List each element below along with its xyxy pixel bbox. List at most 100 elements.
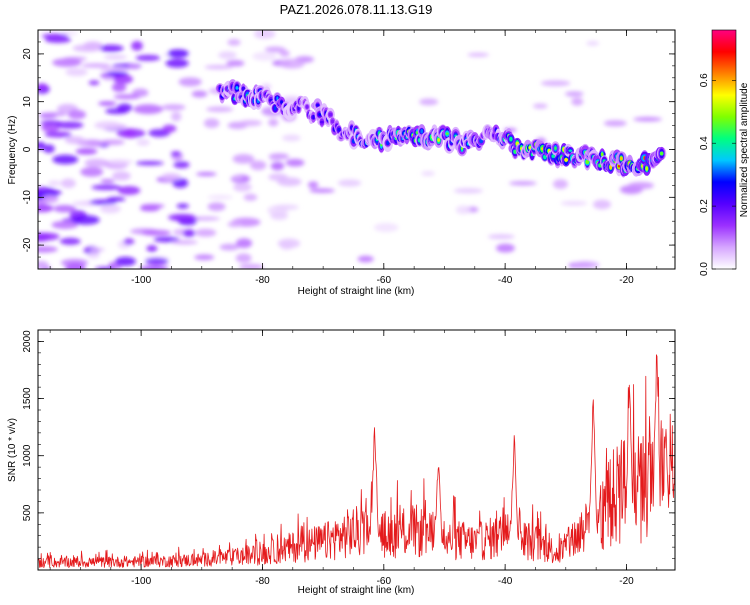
heatmap-noise-blob	[103, 54, 128, 60]
heatmap-noise-blob	[235, 238, 253, 249]
x-tick-label: -40	[498, 576, 513, 587]
heatmap-noise-blob	[89, 247, 105, 252]
heatmap-noise-blob	[571, 97, 584, 106]
heatmap-noise-blob	[194, 254, 215, 261]
y-tick-label: 10	[22, 96, 33, 108]
snr-y-axis-label: SNR (10 * v/v)	[7, 418, 18, 482]
heatmap-noise-blob	[592, 199, 611, 210]
colorbar-gradient	[712, 30, 736, 269]
heatmap-noise-blob	[105, 71, 129, 77]
heatmap-noise-blob	[153, 236, 180, 243]
heatmap-noise-blob	[233, 182, 252, 192]
heatmap-noise-blob	[144, 257, 169, 265]
heatmap-noise-blob	[111, 171, 131, 181]
heatmap-noise-blob	[633, 116, 663, 122]
heatmap-noise-blob	[239, 263, 264, 269]
heatmap-ridge-cell	[617, 164, 621, 168]
spectrogram-heatmap	[38, 30, 667, 269]
heatmap-noise-blob	[100, 66, 129, 73]
x-tick-label: -40	[498, 275, 513, 286]
heatmap-ridge-cell	[328, 112, 333, 117]
heatmap-noise-blob	[496, 243, 515, 253]
heatmap-noise-blob	[219, 243, 240, 251]
heatmap-ridge-layer	[215, 79, 667, 178]
heatmap-noise-blob	[170, 151, 182, 157]
snr-frame	[37, 329, 676, 571]
heatmap-noise-blob	[279, 58, 305, 69]
x-tick-label: -20	[619, 275, 634, 286]
heatmap-noise-blob	[127, 63, 141, 70]
heatmap-noise-blob	[277, 177, 302, 187]
heatmap-noise-blob	[243, 193, 258, 201]
heatmap-noise-blob	[52, 154, 79, 165]
heatmap-noise-blob	[67, 109, 87, 120]
heatmap-ridge-cell	[659, 151, 664, 156]
heatmap-noise-blob	[252, 51, 277, 61]
heatmap-noise-blob	[53, 205, 77, 213]
heatmap-noise-blob	[56, 121, 84, 129]
heatmap-noise-blob	[113, 74, 134, 84]
heatmap-noise-blob	[102, 76, 115, 81]
heatmap-noise-blob	[161, 104, 186, 111]
heatmap-noise-blob	[204, 65, 233, 70]
heatmap-noise-blob	[560, 200, 588, 206]
heatmap-noise-blob	[572, 261, 600, 269]
heatmap-ridge-cell	[568, 149, 573, 152]
heatmap-noise-blob	[307, 181, 319, 189]
heatmap-noise-blob	[273, 204, 299, 211]
heatmap-noise-blob	[48, 180, 61, 187]
heatmap-ridge-cell	[551, 154, 556, 158]
heatmap-noise-blob	[279, 50, 290, 57]
heatmap-noise-blob	[88, 80, 100, 86]
heatmap-noise-blob	[135, 160, 164, 166]
heatmap-noise-blob	[227, 38, 241, 46]
colorbar-tick-label: 0.4	[699, 136, 710, 150]
x-tick-label: -20	[619, 576, 634, 587]
heatmap-noise-blob	[115, 256, 136, 267]
heatmap-noise-blob	[533, 103, 548, 109]
heatmap-noise-blob	[65, 263, 86, 269]
heatmap-noise-blob	[117, 186, 141, 195]
heatmap-noise-blob	[99, 204, 121, 214]
heatmap-noise-blob	[277, 238, 301, 249]
heatmap-noise-blob	[218, 51, 237, 60]
y-tick-label: 500	[22, 504, 33, 521]
heatmap-noise-blob	[226, 59, 245, 67]
heatmap-noise-blob	[250, 160, 267, 171]
heatmap-noise-blob	[38, 260, 49, 269]
heatmap-noise-blob	[264, 46, 286, 53]
spectrogram-x-axis-label: Height of straight line (km)	[298, 286, 415, 297]
colorbar-frame	[711, 29, 737, 270]
heatmap-ridge-cell	[600, 152, 604, 157]
heatmap-noise-blob	[167, 213, 197, 222]
heatmap-ridge-cell	[386, 140, 390, 146]
heatmap-noise-blob	[91, 184, 122, 191]
heatmap-ridge-cell	[319, 120, 324, 124]
x-tick-label: -100	[131, 275, 151, 286]
heatmap-ridge-cell	[509, 136, 513, 142]
heatmap-noise-blob	[253, 30, 276, 39]
heatmap-noise-blob	[206, 106, 234, 113]
spectrogram-y-axis-label: Frequency (Hz)	[7, 116, 18, 185]
heatmap-noise-blob	[628, 181, 654, 190]
x-tick-label: -80	[255, 275, 270, 286]
x-tick-label: -100	[131, 576, 151, 587]
heatmap-noise-blob	[453, 188, 483, 194]
heatmap-ridge-cell	[420, 128, 424, 134]
heatmap-noise-blob	[282, 134, 301, 142]
heatmap-noise-blob	[564, 91, 584, 97]
y-tick-label: 1000	[22, 444, 33, 467]
heatmap-ridge-cell	[645, 166, 649, 171]
heatmap-noise-blob	[270, 211, 289, 220]
heatmap-noise-blob	[108, 159, 134, 165]
heatmap-ridge-cell	[445, 132, 449, 135]
y-tick-label: 1500	[22, 387, 33, 410]
heatmap-noise-blob	[98, 44, 124, 52]
heatmap-ridge-cell	[330, 119, 335, 124]
heatmap-noise-blob	[337, 179, 362, 187]
heatmap-noise-blob	[72, 44, 102, 52]
heatmap-ridge-cell	[297, 106, 300, 111]
heatmap-noise-blob	[552, 179, 568, 189]
